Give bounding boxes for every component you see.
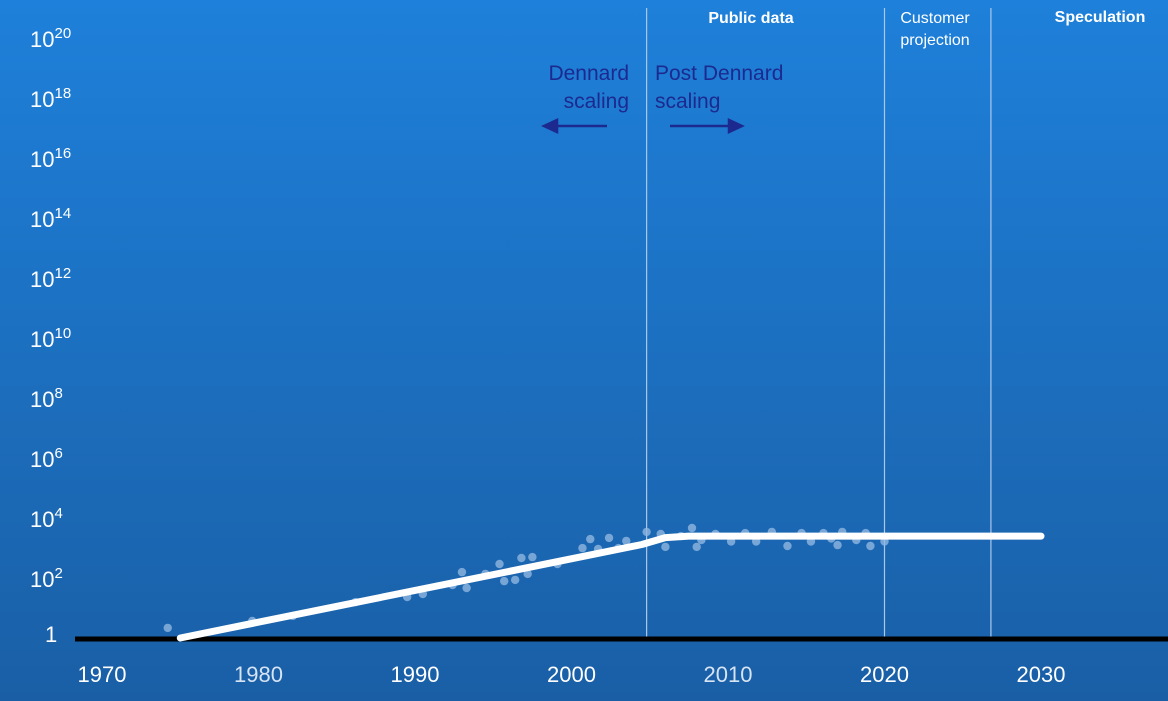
data-point	[510, 575, 520, 585]
x-tick-label: 2000	[547, 662, 596, 687]
y-tick-label: 1012	[30, 265, 71, 292]
data-point	[495, 559, 504, 569]
data-point	[783, 541, 792, 551]
data-point	[586, 534, 595, 544]
x-tick-label: 2010	[704, 662, 753, 687]
y-tick-label: 102	[30, 565, 63, 592]
x-tick-label: 2030	[1017, 662, 1066, 687]
post-dennard-scaling-label: Post Dennard	[655, 62, 783, 85]
post-dennard-scaling-label: scaling	[655, 90, 720, 113]
data-point	[163, 623, 172, 633]
region-label: Customer	[900, 10, 970, 27]
data-point	[462, 583, 471, 593]
data-point	[622, 536, 631, 546]
x-tick-label: 1990	[391, 662, 440, 687]
region-label: projection	[900, 32, 969, 49]
y-tick-label: 1	[45, 622, 57, 647]
y-tick-label: 1014	[30, 205, 71, 232]
y-tick-label: 1010	[30, 325, 71, 352]
y-tick-label: 108	[30, 385, 63, 412]
y-tick-label: 1020	[30, 25, 71, 52]
data-point	[500, 576, 509, 586]
data-point	[687, 523, 697, 533]
data-point	[833, 540, 842, 550]
data-point	[692, 542, 701, 552]
data-point	[517, 553, 526, 563]
trend-line	[176, 532, 1045, 642]
data-point	[866, 541, 875, 551]
dennard-scaling-label: Dennard	[548, 62, 629, 85]
data-point	[604, 533, 614, 543]
y-tick-label: 1016	[30, 145, 71, 172]
arrow-left-icon	[541, 118, 607, 134]
region-label: Speculation	[1055, 9, 1146, 26]
y-tick-label: 106	[30, 445, 63, 472]
arrow-right-icon	[670, 118, 745, 134]
y-tick-label: 104	[30, 505, 63, 532]
data-point	[457, 567, 467, 577]
data-point	[642, 527, 651, 537]
data-point	[578, 543, 587, 553]
data-point	[528, 552, 537, 562]
data-point	[661, 542, 670, 552]
x-tick-label: 2020	[860, 662, 909, 687]
data-point	[523, 569, 532, 579]
dennard-scaling-label: scaling	[564, 90, 629, 113]
region-label: Public data	[708, 10, 793, 27]
y-tick-label: 1018	[30, 85, 71, 112]
x-tick-label: 1980	[234, 662, 283, 687]
x-tick-label: 1970	[78, 662, 127, 687]
